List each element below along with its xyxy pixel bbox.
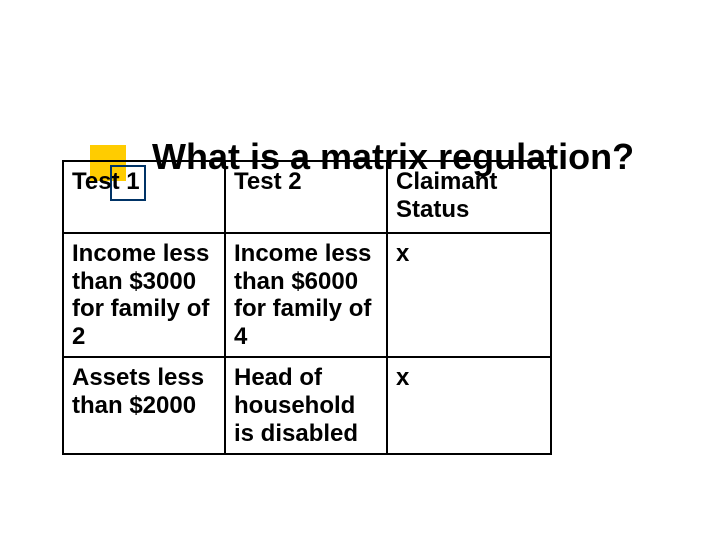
col-header-status: Claimant Status <box>387 161 551 233</box>
cell-status: x <box>387 233 551 357</box>
cell-test2: Income less than $6000 for family of 4 <box>225 233 387 357</box>
col-header-test1: Test 1 <box>63 161 225 233</box>
table-header-row: Test 1 Test 2 Claimant Status <box>63 161 551 233</box>
cell-test2: Head of household is disabled <box>225 357 387 454</box>
table-row: Assets less than $2000 Head of household… <box>63 357 551 454</box>
cell-test1: Assets less than $2000 <box>63 357 225 454</box>
matrix-regulation-table: Test 1 Test 2 Claimant Status Income les… <box>62 160 552 455</box>
cell-status: x <box>387 357 551 454</box>
cell-test1: Income less than $3000 for family of 2 <box>63 233 225 357</box>
col-header-test2: Test 2 <box>225 161 387 233</box>
table-row: Income less than $3000 for family of 2 I… <box>63 233 551 357</box>
